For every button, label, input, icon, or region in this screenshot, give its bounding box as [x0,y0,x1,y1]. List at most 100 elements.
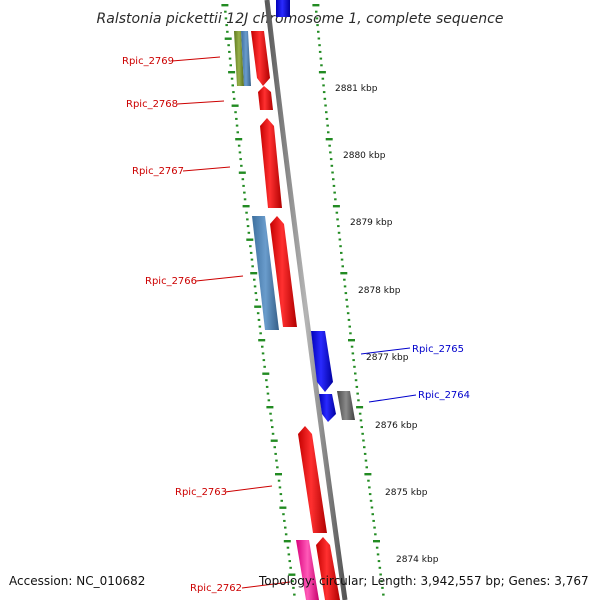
minor-tick [369,499,373,502]
minor-tick [239,158,242,161]
minor-tick [331,171,334,174]
gene-arrow-rpic-2767[interactable] [260,118,282,208]
gene-label-rpic-2762[interactable]: Rpic_2762 [190,583,242,594]
minor-tick [243,191,246,194]
minor-tick [284,526,287,529]
minor-tick [351,352,355,355]
minor-tick [250,258,254,261]
minor-tick [353,365,356,368]
major-tick [283,540,291,543]
gene-features [234,31,355,600]
minor-tick [336,218,339,221]
minor-tick [278,486,282,489]
minor-tick [282,513,285,516]
map-title: Ralstonia pickettii 12J chromosome 1, co… [97,11,504,27]
minor-tick [322,84,325,87]
minor-tick [346,312,350,315]
gene-bar-pink [296,540,319,600]
minor-tick [247,231,251,234]
minor-tick [249,245,252,248]
major-tick [275,473,282,476]
leader-line [224,485,273,493]
minor-tick [256,312,260,315]
gene-arrow-rpic-2762[interactable] [316,537,340,600]
minor-tick [235,117,238,120]
gene-arrow-rpic-2768[interactable] [258,86,273,110]
chromosome-backbone [264,0,348,600]
minor-tick [291,580,294,583]
minor-tick [243,198,247,201]
minor-tick [315,17,319,20]
gene-label-rpic-2765[interactable]: Rpic_2765 [412,344,464,355]
scale-label: 2879 kbp [350,218,393,228]
minor-tick [376,553,380,556]
leader-line [360,347,411,355]
minor-tick [317,37,321,40]
gene-arrow-rpic-2763[interactable] [298,426,327,533]
minor-tick [255,298,258,301]
leader-line [176,100,225,105]
major-tick [266,406,274,409]
major-tick [364,473,372,476]
minor-tick [358,412,362,415]
scale-labels: 2881 kbp 2880 kbp 2879 kbp 2878 kbp 2877… [335,84,439,565]
gene-arrow-rpic-2766[interactable] [270,216,297,327]
minor-tick [361,432,364,435]
minor-tick [275,459,278,462]
minor-tick [253,285,257,288]
gene-label-rpic-2768[interactable]: Rpic_2768 [126,99,178,110]
minor-tick [317,30,320,33]
minor-tick [363,452,367,455]
minor-tick [367,479,370,482]
minor-tick [318,50,322,53]
minor-tick [270,419,273,422]
major-tick [221,4,229,7]
minor-tick [246,225,250,228]
minor-tick [276,466,279,469]
major-tick [279,506,287,509]
minor-tick [343,278,346,281]
gene-label-rpic-2769[interactable]: Rpic_2769 [122,56,174,67]
minor-tick [273,446,276,449]
minor-tick [327,131,330,134]
minor-tick [225,24,228,27]
scale-label: 2875 kbp [385,488,428,498]
minor-tick [335,211,339,214]
minor-tick [379,573,382,576]
gene-labels: Rpic_2769 Rpic_2768 Rpic_2767 Rpic_2766 … [122,56,470,594]
gene-arrow-rpic-2764[interactable] [319,394,336,422]
minor-tick [274,452,277,455]
major-tick [231,104,239,107]
gene-label-rpic-2764[interactable]: Rpic_2764 [418,390,470,401]
gene-label-rpic-2766[interactable]: Rpic_2766 [145,276,197,287]
gene-arrow-rpic-2765[interactable] [311,331,333,392]
gene-bar-steel [241,31,251,86]
minor-tick [242,184,245,187]
minor-tick [265,379,268,382]
minor-tick [267,399,271,402]
major-tick [262,372,270,375]
minor-tick [234,111,237,114]
minor-tick [289,566,292,569]
minor-tick [339,245,342,248]
major-tick [270,439,278,442]
scale-label: 2874 kbp [396,555,439,565]
gene-label-rpic-2763[interactable]: Rpic_2763 [175,487,227,498]
minor-tick [261,352,265,355]
scale-label: 2877 kbp [366,353,409,363]
minor-tick [356,392,359,395]
major-tick [258,339,266,342]
minor-tick [338,238,342,241]
minor-tick [374,533,377,536]
minor-tick [253,278,256,281]
major-tick [332,205,340,208]
minor-tick [316,24,319,27]
major-tick [356,406,364,409]
inner-tick-track [221,4,296,596]
gene-arrow-rpic-2769[interactable] [251,31,270,86]
minor-tick [333,191,336,194]
minor-tick [325,117,329,120]
minor-tick [266,392,270,395]
major-tick [228,71,236,74]
gene-label-rpic-2767[interactable]: Rpic_2767 [132,166,184,177]
